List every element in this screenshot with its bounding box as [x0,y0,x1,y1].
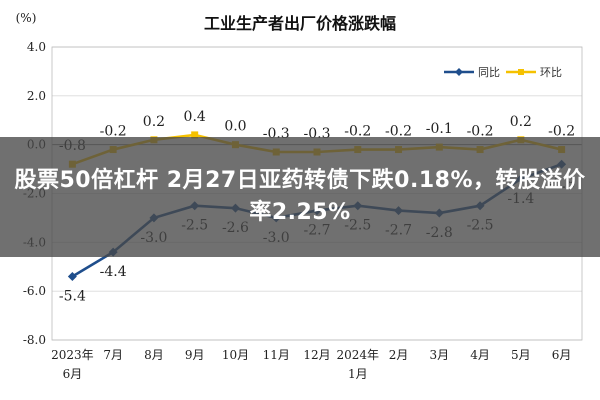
data-label: 0.0 [224,119,246,135]
x-tick-label: 3月 [429,348,449,362]
x-tick-label: 11月 [263,348,290,362]
chart-title: 工业生产者出厂价格涨跌幅 [204,14,396,33]
y-tick-label: -8.0 [23,333,46,347]
y-unit-label: (%) [16,11,37,25]
legend-label: 环比 [540,66,562,79]
x-tick-label: 9月 [185,348,205,362]
y-tick-label: 4.0 [27,40,46,54]
x-tick-label: 6月 [552,348,572,362]
legend-swatch-marker [455,68,463,76]
x-tick-label: 7月 [103,348,123,362]
legend-label: 同比 [478,66,500,79]
x-tick-label: 1月 [348,367,368,381]
data-label: 0.2 [510,114,532,130]
x-tick-label: 4月 [470,348,490,362]
data-label: 0.4 [184,109,206,125]
data-point [67,272,77,282]
y-tick-label: -6.0 [23,284,46,298]
data-label: -0.2 [100,124,127,140]
data-label: 0.2 [143,114,165,130]
data-label: -0.2 [344,124,371,140]
x-tick-label: 6月 [63,367,83,381]
x-tick-label: 10月 [222,348,249,362]
y-tick-label: 2.0 [27,89,46,103]
x-tick-label: 2月 [389,348,409,362]
x-tick-label: 12月 [303,348,330,362]
data-label: -0.1 [426,121,453,137]
headline-text: 股票50倍杠杆 2月27日亚药转债下跌0.18%，转股溢价率2.25% [14,168,586,225]
data-label: -0.2 [548,124,575,140]
data-label: -0.2 [385,124,412,140]
x-tick-label: 5月 [511,348,531,362]
legend-swatch-marker [518,69,524,75]
x-tick-label: 8月 [144,348,164,362]
data-label: -0.2 [467,124,494,140]
x-tick-label: 2023年 [51,348,94,362]
data-label: -4.4 [100,264,127,280]
x-tick-label: 2024年 [336,348,379,362]
data-point [191,131,199,139]
data-label: -5.4 [59,289,86,305]
headline-banner: 股票50倍杠杆 2月27日亚药转债下跌0.18%，转股溢价率2.25% [0,137,600,257]
